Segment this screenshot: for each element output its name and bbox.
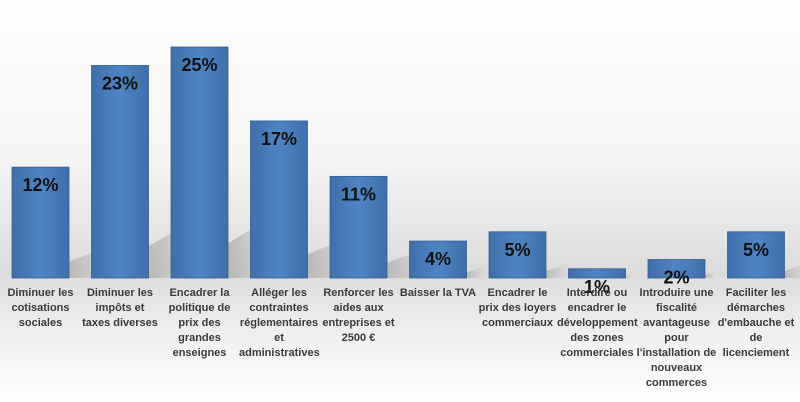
bar [727,231,785,279]
bar [329,175,388,279]
data-label: 11% [341,184,376,204]
category-label: Renforcer les aides aux entreprises et 2… [322,287,395,344]
data-label: 2% [663,268,689,288]
bar-shadow [546,261,572,278]
category-label: Introduire une fiscalité avantageuse pou… [636,287,717,389]
bar-shadow [625,274,631,278]
category-label: Faciliter les démarches d'embauche et de… [717,287,795,359]
category-label: Interdire ou encadrer le développement d… [557,287,638,359]
bar [170,46,229,279]
data-label: 5% [504,240,530,260]
category-label: Encadrer le prix des loyers commerciaux [478,287,557,329]
bar [647,259,706,279]
category-label: Diminuer les impôts et taxes diverses [82,287,158,329]
category-label: Diminuer les cotisations sociales [7,287,74,329]
bar [488,231,547,279]
data-label: 4% [425,249,451,269]
data-label: 5% [743,240,769,260]
bar [409,240,467,279]
bar [91,65,149,279]
data-label: 17% [261,129,297,149]
bar-shadow [784,265,800,278]
bar [250,120,308,279]
category-label: Encadrer la politique de prix des grande… [168,287,231,359]
bar-shadow [705,271,716,278]
data-label: 12% [22,175,58,195]
data-label: 1% [584,277,610,297]
category-label: Baisser la TVA [399,287,477,299]
data-label: 25% [181,55,217,75]
bar-shadow [466,265,487,278]
category-label: Alléger les contraintes réglementaires e… [239,287,320,359]
bar [11,166,70,279]
bar [568,268,626,279]
data-label: 23% [102,73,138,93]
